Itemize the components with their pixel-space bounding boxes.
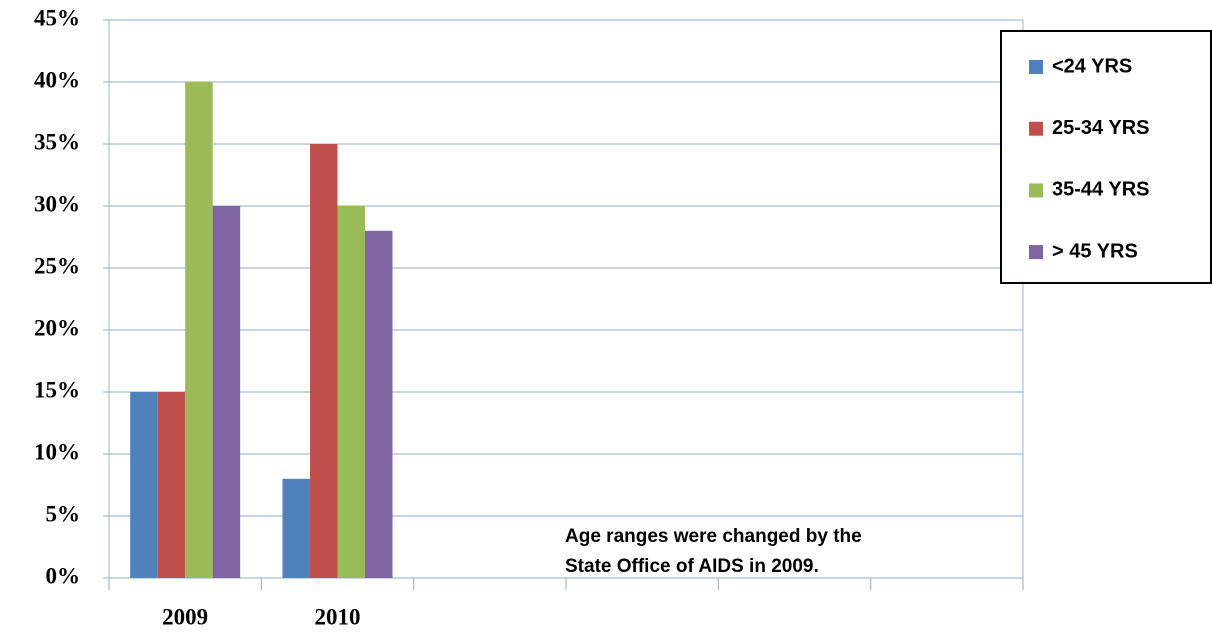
y-tick-label: 0%: [46, 563, 81, 588]
bar: [310, 144, 338, 578]
y-tick-label: 20%: [34, 315, 80, 340]
annotation: State Office of AIDS in 2009.: [565, 556, 819, 577]
y-tick-label: 10%: [34, 439, 80, 464]
bar: [365, 230, 393, 579]
legend-swatch: [1029, 60, 1043, 74]
y-tick-label: 5%: [46, 501, 81, 526]
y-tick-label: 35%: [34, 129, 80, 154]
bar: [337, 206, 365, 578]
legend-label: 35-44 YRS: [1052, 179, 1149, 201]
annotation: Age ranges were changed by the: [565, 526, 862, 547]
legend-label: <24 YRS: [1052, 55, 1132, 77]
legend-label: > 45 YRS: [1052, 240, 1138, 262]
y-tick-label: 25%: [34, 253, 80, 278]
legend-label: 25-34 YRS: [1052, 117, 1149, 139]
y-tick-label: 40%: [34, 67, 80, 92]
plot-area: [108, 19, 1024, 579]
bar: [212, 206, 241, 578]
y-tick-label: 15%: [34, 377, 80, 402]
y-tick-label: 45%: [34, 5, 80, 30]
legend-swatch: [1029, 245, 1043, 260]
y-tick-label: 30%: [34, 191, 80, 216]
bar: [185, 82, 213, 578]
bar: [282, 478, 310, 578]
bar: [157, 392, 186, 578]
legend-swatch: [1029, 121, 1043, 136]
x-tick-label: 2009: [162, 604, 208, 629]
x-tick-label: 2010: [315, 604, 361, 629]
legend-swatch: [1029, 183, 1043, 198]
bar: [130, 392, 158, 578]
